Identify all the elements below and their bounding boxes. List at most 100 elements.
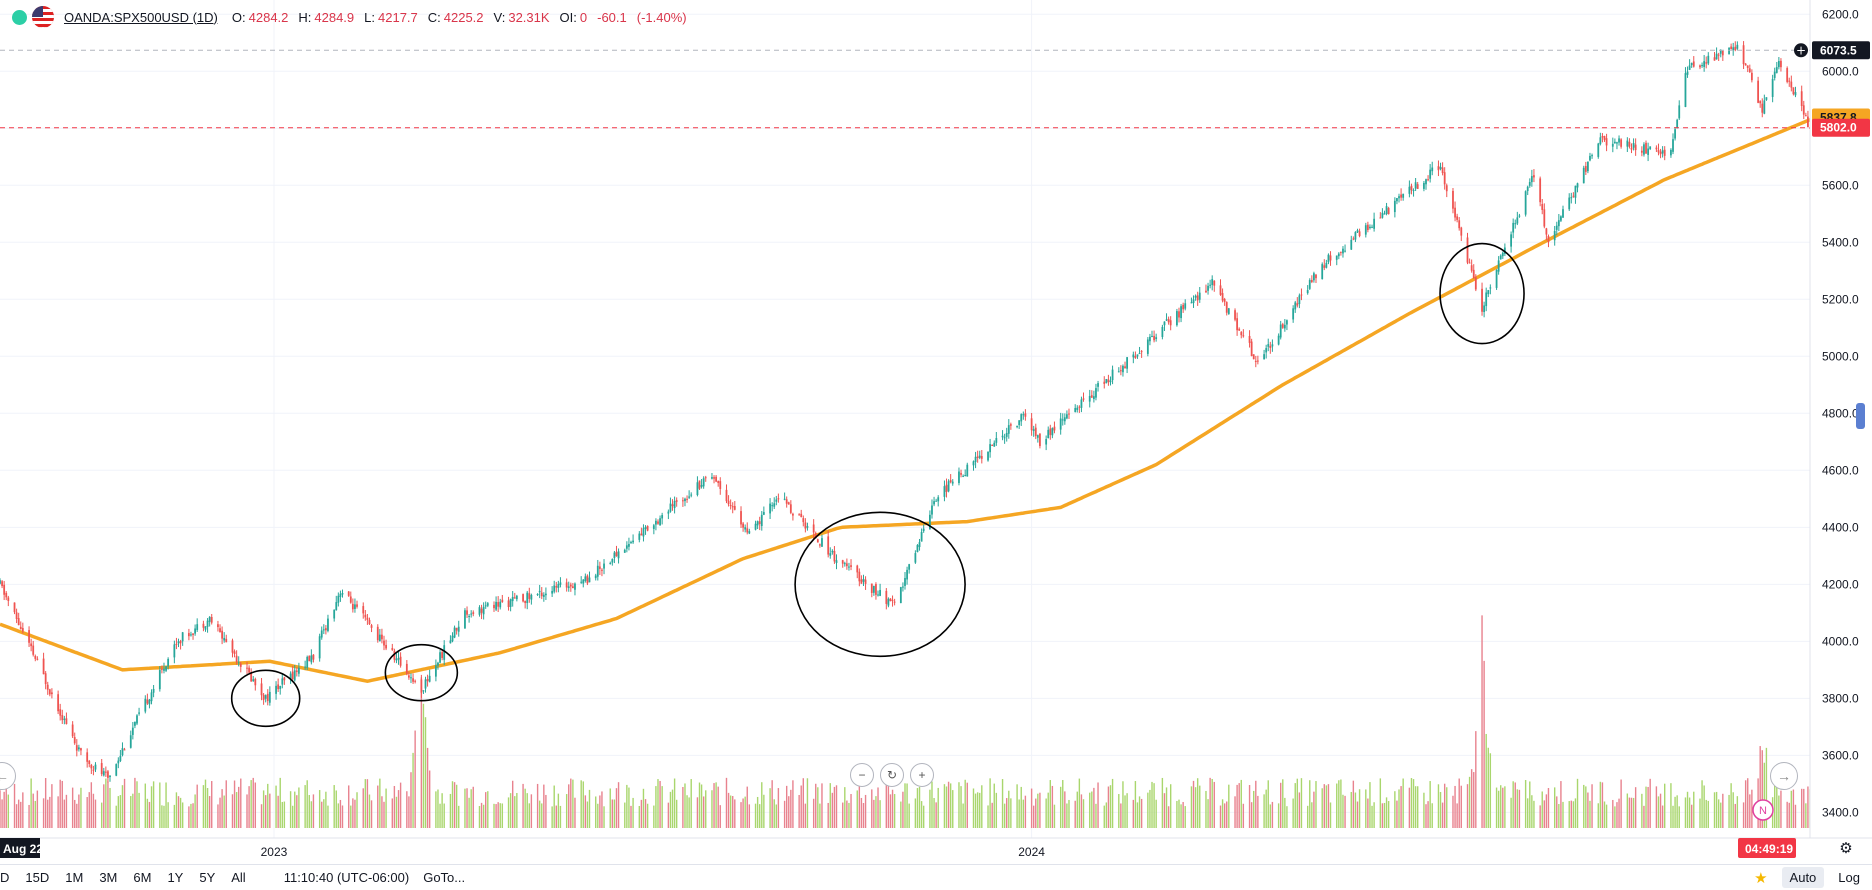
candle bbox=[63, 715, 66, 725]
candle-body bbox=[1530, 176, 1533, 183]
candle-body bbox=[553, 585, 556, 592]
volume-bar bbox=[348, 785, 350, 828]
candle-body bbox=[73, 737, 76, 744]
candle-body bbox=[725, 489, 728, 502]
candle-body bbox=[929, 514, 931, 529]
candle-body bbox=[698, 480, 701, 489]
candle bbox=[872, 585, 875, 596]
candle bbox=[179, 639, 182, 650]
volume-bar bbox=[337, 803, 340, 828]
candle bbox=[1074, 404, 1077, 413]
volume-bar bbox=[94, 799, 97, 828]
candle bbox=[1300, 288, 1303, 301]
annotation-circle[interactable] bbox=[794, 511, 966, 658]
volume-bar bbox=[1234, 796, 1236, 828]
candle bbox=[138, 707, 140, 716]
range-button-all[interactable]: All bbox=[231, 870, 246, 885]
candle bbox=[1589, 152, 1591, 162]
clock[interactable]: 11:10:40 (UTC-06:00) bbox=[283, 870, 410, 885]
candle-body bbox=[775, 499, 778, 502]
range-button-15d[interactable]: 15D bbox=[25, 870, 50, 885]
candle-body bbox=[906, 569, 908, 580]
range-button-1m[interactable]: 1M bbox=[65, 870, 84, 885]
volume-bar bbox=[1431, 803, 1433, 828]
ma-line bbox=[0, 118, 1811, 683]
volume-bar bbox=[327, 805, 329, 828]
candle-body bbox=[36, 658, 39, 660]
volume-bar bbox=[1688, 797, 1691, 828]
auto-scale-button[interactable]: Auto bbox=[1781, 867, 1825, 888]
candle bbox=[682, 497, 684, 507]
annotation-circle[interactable] bbox=[384, 643, 459, 702]
volume-bar bbox=[690, 779, 692, 828]
volume-bar bbox=[800, 785, 802, 828]
volume-bar bbox=[1803, 788, 1805, 828]
candle bbox=[1605, 133, 1608, 152]
candle-body bbox=[1541, 204, 1544, 210]
range-button-5y[interactable]: 5Y bbox=[199, 870, 216, 885]
goto-button[interactable]: GoTo... bbox=[423, 870, 466, 885]
candle bbox=[223, 632, 226, 643]
annotation-circle[interactable] bbox=[1439, 242, 1525, 345]
range-button-1y[interactable]: 1Y bbox=[167, 870, 184, 885]
candle-body bbox=[1398, 196, 1400, 199]
annotation-circle[interactable] bbox=[230, 669, 301, 728]
candle bbox=[383, 635, 385, 651]
candle-body bbox=[1310, 279, 1313, 283]
range-button-d[interactable]: D bbox=[0, 870, 10, 885]
volume-bar bbox=[1516, 789, 1519, 828]
candle bbox=[1269, 341, 1272, 354]
volume-bar bbox=[1016, 784, 1018, 828]
zoom-in-icon[interactable]: + bbox=[910, 763, 934, 787]
candle bbox=[1310, 275, 1313, 284]
candle bbox=[94, 762, 97, 773]
volume-bar bbox=[464, 788, 466, 828]
candle bbox=[283, 676, 286, 685]
volume-bar bbox=[468, 797, 470, 828]
candle-body bbox=[1686, 71, 1689, 75]
countdown-bg bbox=[1738, 838, 1796, 858]
candle bbox=[1483, 301, 1486, 318]
candle bbox=[1103, 376, 1106, 389]
last-price-label-bg bbox=[1812, 118, 1870, 137]
candle bbox=[115, 763, 118, 777]
candle bbox=[86, 748, 89, 768]
symbol-name[interactable]: OANDA:SPX500USD (1D) bbox=[64, 9, 218, 25]
star-icon[interactable]: ★ bbox=[1754, 869, 1768, 887]
candle bbox=[1514, 219, 1517, 229]
candle bbox=[802, 515, 805, 527]
candle bbox=[1030, 412, 1033, 436]
candle bbox=[1408, 180, 1411, 198]
volume-bar bbox=[1634, 787, 1637, 828]
log-scale-button[interactable]: Log bbox=[1838, 870, 1860, 885]
candle bbox=[1715, 47, 1718, 60]
candle bbox=[1730, 43, 1733, 50]
candle bbox=[202, 620, 205, 632]
candle bbox=[1313, 271, 1315, 283]
arrow-right-icon[interactable]: → bbox=[1770, 762, 1798, 790]
candle bbox=[405, 660, 408, 676]
candle-body bbox=[1483, 305, 1486, 313]
range-button-6m[interactable]: 6M bbox=[133, 870, 152, 885]
candle-body bbox=[1383, 213, 1386, 215]
candle-body bbox=[1134, 355, 1137, 358]
zoom-out-icon[interactable]: − bbox=[850, 763, 874, 787]
candle bbox=[134, 721, 136, 729]
candle bbox=[1472, 264, 1475, 279]
reset-icon[interactable]: ↻ bbox=[880, 763, 904, 787]
range-button-3m[interactable]: 3M bbox=[99, 870, 118, 885]
candle-body bbox=[235, 655, 238, 662]
candle-body bbox=[1518, 215, 1521, 217]
volume-bar bbox=[1161, 777, 1164, 828]
candle-body bbox=[65, 718, 68, 725]
volume-bar bbox=[1794, 804, 1797, 828]
candle bbox=[1481, 282, 1483, 316]
candle bbox=[989, 438, 992, 458]
volume-bar bbox=[20, 801, 22, 828]
drawing-annotations[interactable] bbox=[230, 242, 1525, 728]
volume-bar bbox=[1774, 778, 1776, 828]
candle-body bbox=[478, 607, 481, 615]
candle bbox=[1119, 365, 1122, 376]
time-axis[interactable]: 2023 2024 bbox=[0, 837, 1872, 859]
